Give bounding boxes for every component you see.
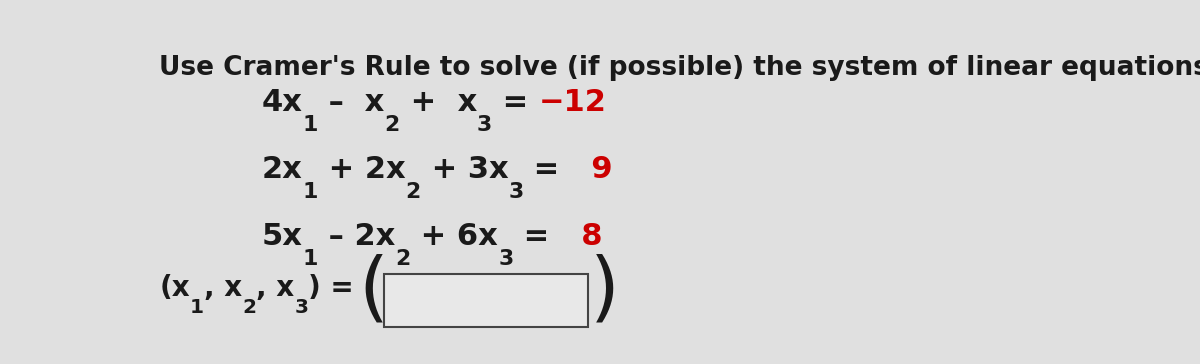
Text: , x: , x [204,274,242,302]
Text: =: = [492,88,539,117]
Text: 3: 3 [509,182,523,202]
Text: =: = [514,222,560,252]
Text: ): ) [590,253,620,327]
Text: Use Cramer's Rule to solve (if possible) the system of linear equations.: Use Cramer's Rule to solve (if possible)… [160,55,1200,81]
Text: 3: 3 [476,115,492,135]
Text: 2: 2 [406,182,421,202]
Text: 8: 8 [560,222,602,252]
Text: +: + [400,88,446,117]
Text: 2: 2 [385,115,400,135]
Text: 2: 2 [395,249,410,269]
Text: 2x: 2x [262,155,302,184]
Text: 1: 1 [302,249,318,269]
Text: + 2x: + 2x [318,155,406,184]
Text: 9: 9 [570,155,613,184]
Text: 1: 1 [190,298,204,317]
Text: , x: , x [256,274,294,302]
Text: 3: 3 [294,298,308,317]
FancyBboxPatch shape [384,274,588,327]
Text: (: ( [359,253,389,327]
Text: –: – [318,88,354,117]
Text: – 2x: – 2x [318,222,395,252]
Text: 1: 1 [302,182,318,202]
Text: x: x [446,88,476,117]
Text: 1: 1 [302,115,318,135]
Text: ) =: ) = [308,274,354,302]
Text: 2: 2 [242,298,256,317]
Text: 5x: 5x [262,222,302,252]
Text: −12: −12 [539,88,607,117]
Text: =: = [523,155,570,184]
Text: 3: 3 [498,249,514,269]
Text: (x: (x [160,274,190,302]
Text: x: x [354,88,385,117]
Text: + 6x: + 6x [410,222,498,252]
Text: + 3x: + 3x [421,155,509,184]
Text: 4x: 4x [262,88,302,117]
